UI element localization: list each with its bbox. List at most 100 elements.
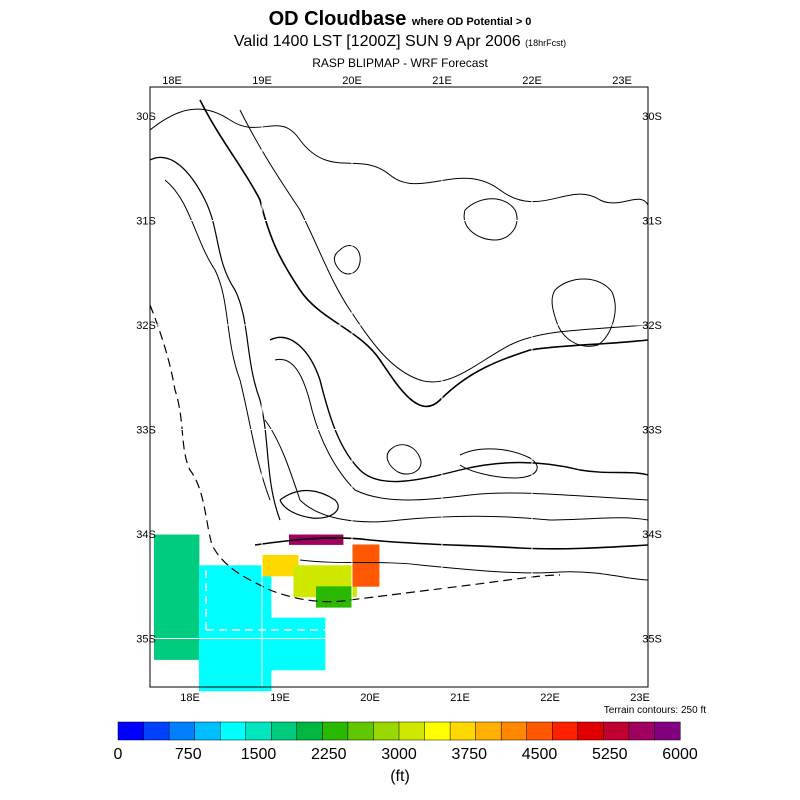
cloudbase-cell xyxy=(280,554,290,566)
cloudbase-cell xyxy=(217,586,227,598)
colorbar-swatch xyxy=(424,721,451,741)
cloudbase-cell xyxy=(235,596,245,608)
cloudbase-cell xyxy=(253,638,263,650)
cloudbase-cell xyxy=(262,680,272,692)
cloudbase-cell xyxy=(190,544,200,556)
cloudbase-cell xyxy=(181,638,191,650)
cloudbase-cell xyxy=(370,565,380,577)
cloudbase-cell xyxy=(271,628,281,639)
cloudbase-cell xyxy=(190,617,200,629)
cloudbase-cell xyxy=(226,628,236,639)
cloudbase-cell xyxy=(172,575,182,587)
cloudbase-cell xyxy=(298,659,308,671)
cloudbase-cell xyxy=(244,565,254,577)
cloudbase-cell xyxy=(289,638,299,650)
cloudbase-cell xyxy=(217,565,227,577)
cloudbase-cell xyxy=(311,565,321,577)
top-lon-label: 20E xyxy=(342,75,362,87)
bottom-lon-label: 22E xyxy=(540,692,560,704)
cloudbase-cell xyxy=(172,649,182,660)
cloudbase-cell xyxy=(190,575,200,587)
cloudbase-cell xyxy=(199,607,209,619)
cloudbase-cell xyxy=(172,565,182,577)
cloudbase-cell xyxy=(244,659,254,671)
cloudbase-cell xyxy=(370,544,380,556)
cloudbase-cell xyxy=(217,669,227,681)
cloudbase-cell xyxy=(199,680,209,692)
cloudbase-cell xyxy=(334,586,344,598)
colorbar-swatch xyxy=(245,721,272,741)
cloudbase-cell xyxy=(154,565,164,577)
cloudbase-cell xyxy=(226,659,236,671)
cloudbase-cell xyxy=(262,575,272,587)
cloudbase-cell xyxy=(181,628,191,639)
cloudbase-cell xyxy=(262,554,272,566)
terrain-contours xyxy=(149,99,649,603)
cloudbase-cell xyxy=(316,649,326,660)
colorbar-swatch xyxy=(168,721,196,741)
terrain-contour xyxy=(199,99,649,408)
colorbar-swatch xyxy=(577,721,604,741)
cloudbase-cell xyxy=(199,596,209,608)
cloudbase-cell xyxy=(217,649,227,660)
cloudbase-cell xyxy=(352,544,362,556)
inner-domain-box xyxy=(205,565,330,631)
source-label: RASP BLIPMAP - WRF Forecast xyxy=(312,56,488,70)
cloudbase-cell xyxy=(311,575,321,587)
cloudbase-cell xyxy=(307,659,317,671)
cloudbase-cell xyxy=(181,554,191,566)
cloudbase-cell xyxy=(307,617,317,629)
cloudbase-cell xyxy=(361,575,371,587)
cloudbase-cell xyxy=(226,575,236,587)
cloudbase-cell xyxy=(226,617,236,629)
left-lat-label: 34S xyxy=(136,529,156,541)
cloudbase-cell xyxy=(298,617,308,629)
cloudbase-cell xyxy=(154,628,164,639)
cloudbase-cell xyxy=(271,617,281,629)
cloudbase-cell xyxy=(316,534,326,545)
cloudbase-cell xyxy=(244,596,254,608)
cloudbase-cell xyxy=(226,649,236,660)
right-lat-label: 33S xyxy=(642,425,662,437)
colorbar-swatch xyxy=(373,721,400,741)
terrain-contour xyxy=(264,419,649,523)
cloudbase-cell xyxy=(271,659,281,671)
cloudbase-cell xyxy=(208,638,218,650)
cloudbase-cell xyxy=(289,659,299,671)
cloudbase-cell xyxy=(163,649,173,660)
colorbar-swatch xyxy=(398,721,426,741)
cloudbase-cell xyxy=(262,649,272,660)
colorbar-tick-label: 1500 xyxy=(241,746,277,763)
terrain-contour xyxy=(239,109,649,383)
colorbar-tick-label: 6000 xyxy=(662,746,698,763)
cloudbase-cell xyxy=(154,649,164,660)
cloudbase-cell xyxy=(298,638,308,650)
cloudbase-cell xyxy=(307,649,317,660)
colorbar-swatch xyxy=(347,721,375,741)
cloudbase-cell xyxy=(334,596,344,608)
left-lat-label: 31S xyxy=(136,216,156,228)
cloudbase-cell xyxy=(235,575,245,587)
terrain-contour xyxy=(299,559,649,581)
cloudbase-cell xyxy=(154,534,164,545)
cloudbase-cell xyxy=(181,617,191,629)
cloudbase-cell xyxy=(244,617,254,629)
cloudbase-cell xyxy=(325,534,335,545)
lat-lon-grid xyxy=(150,87,648,687)
cloudbase-cell xyxy=(181,534,191,545)
cloudbase-cell xyxy=(217,575,227,587)
cloudbase-cell xyxy=(280,628,290,639)
coastline xyxy=(149,304,561,603)
cloudbase-cell xyxy=(199,628,209,639)
cloudbase-cell xyxy=(302,565,312,577)
cloudbase-cell xyxy=(253,565,263,577)
cloudbase-cell xyxy=(244,649,254,660)
cloudbase-cell xyxy=(262,596,272,608)
cloudbase-cell xyxy=(352,565,362,577)
cloudbase-cell xyxy=(172,534,182,545)
cloudbase-cell xyxy=(172,544,182,556)
left-lat-label: 32S xyxy=(136,320,156,332)
cloudbase-cell xyxy=(208,565,218,577)
cloudbase-cell xyxy=(289,617,299,629)
